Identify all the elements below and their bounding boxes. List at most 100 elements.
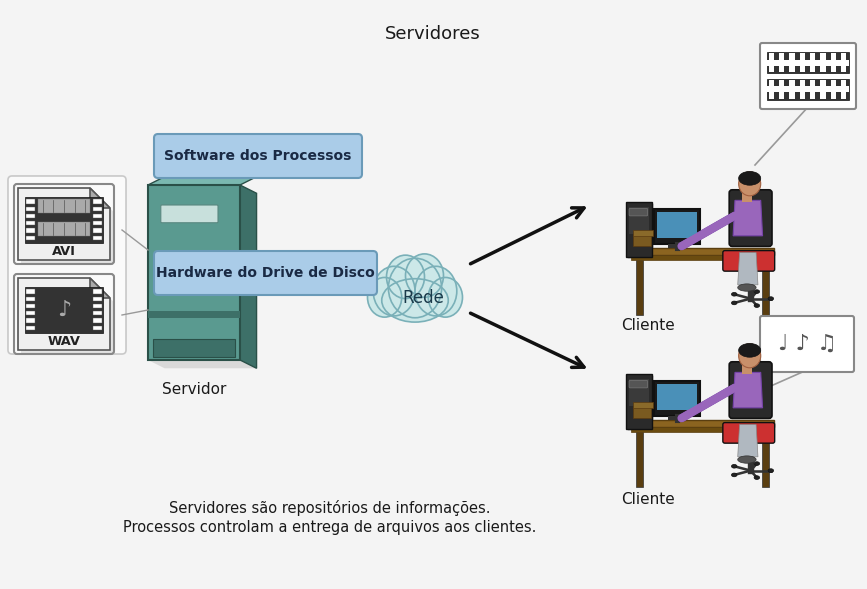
Bar bbox=[831, 54, 836, 61]
Bar bbox=[93, 221, 101, 226]
Ellipse shape bbox=[738, 456, 756, 463]
Polygon shape bbox=[18, 278, 110, 350]
Bar bbox=[26, 297, 36, 301]
Bar bbox=[668, 244, 686, 248]
FancyBboxPatch shape bbox=[8, 176, 126, 354]
Bar bbox=[26, 311, 36, 316]
FancyBboxPatch shape bbox=[629, 209, 648, 216]
Text: Rede: Rede bbox=[402, 289, 444, 307]
Bar bbox=[799, 54, 805, 61]
Bar bbox=[93, 207, 101, 211]
Bar bbox=[841, 80, 846, 87]
Bar bbox=[633, 230, 653, 236]
Ellipse shape bbox=[768, 297, 773, 300]
Bar bbox=[93, 236, 101, 240]
Bar bbox=[810, 91, 815, 98]
FancyBboxPatch shape bbox=[723, 250, 775, 271]
Text: Servidores: Servidores bbox=[385, 25, 481, 43]
Bar bbox=[93, 214, 101, 218]
Ellipse shape bbox=[739, 344, 760, 368]
Ellipse shape bbox=[415, 266, 457, 316]
Bar bbox=[636, 260, 643, 315]
Text: Software dos Processos: Software dos Processos bbox=[165, 149, 352, 163]
Bar bbox=[631, 256, 773, 260]
Ellipse shape bbox=[754, 304, 759, 307]
Bar bbox=[93, 200, 101, 204]
FancyBboxPatch shape bbox=[160, 205, 218, 223]
Polygon shape bbox=[733, 200, 763, 236]
Bar bbox=[820, 80, 825, 87]
Bar bbox=[779, 91, 784, 98]
Bar bbox=[820, 54, 825, 61]
FancyBboxPatch shape bbox=[626, 202, 652, 257]
Bar bbox=[742, 193, 752, 202]
Bar bbox=[25, 197, 102, 243]
Ellipse shape bbox=[732, 465, 737, 468]
Bar bbox=[769, 54, 774, 61]
Ellipse shape bbox=[732, 292, 737, 296]
FancyBboxPatch shape bbox=[729, 362, 772, 418]
Polygon shape bbox=[148, 360, 257, 368]
Bar bbox=[789, 91, 794, 98]
Polygon shape bbox=[738, 253, 758, 285]
Polygon shape bbox=[90, 188, 110, 209]
Bar bbox=[629, 204, 655, 259]
Ellipse shape bbox=[428, 277, 462, 317]
Bar bbox=[657, 212, 697, 238]
Text: Cliente: Cliente bbox=[621, 318, 675, 333]
Ellipse shape bbox=[406, 254, 444, 297]
Bar bbox=[93, 304, 101, 308]
Text: ♪: ♪ bbox=[57, 300, 71, 320]
FancyBboxPatch shape bbox=[760, 43, 856, 109]
Bar bbox=[148, 311, 240, 318]
Text: Processos controlam a entrega de arquivos aos clientes.: Processos controlam a entrega de arquivo… bbox=[123, 520, 537, 535]
Bar bbox=[810, 65, 815, 72]
Bar bbox=[93, 297, 101, 301]
Ellipse shape bbox=[373, 266, 415, 316]
Polygon shape bbox=[18, 188, 110, 260]
Text: Servidores são repositórios de informações.: Servidores são repositórios de informaçõ… bbox=[169, 500, 491, 516]
Text: WAV: WAV bbox=[48, 335, 81, 348]
FancyBboxPatch shape bbox=[629, 380, 648, 388]
Bar bbox=[26, 304, 36, 308]
Text: AVI: AVI bbox=[52, 245, 76, 258]
Ellipse shape bbox=[768, 469, 773, 472]
Bar bbox=[820, 65, 825, 72]
Bar bbox=[841, 65, 846, 72]
Ellipse shape bbox=[754, 290, 759, 293]
Bar bbox=[831, 65, 836, 72]
Bar bbox=[820, 91, 825, 98]
FancyBboxPatch shape bbox=[723, 422, 775, 443]
Bar bbox=[633, 235, 651, 246]
FancyBboxPatch shape bbox=[631, 420, 773, 428]
Bar bbox=[26, 207, 36, 211]
Ellipse shape bbox=[368, 277, 401, 317]
Bar bbox=[810, 54, 815, 61]
Text: Cliente: Cliente bbox=[621, 492, 675, 507]
Bar bbox=[657, 384, 697, 410]
Polygon shape bbox=[148, 177, 257, 185]
Bar bbox=[26, 319, 36, 323]
Polygon shape bbox=[90, 278, 110, 298]
Bar bbox=[766, 60, 850, 65]
Bar bbox=[38, 223, 90, 236]
Bar bbox=[26, 200, 36, 204]
Bar bbox=[26, 214, 36, 218]
FancyBboxPatch shape bbox=[631, 248, 773, 256]
Bar bbox=[93, 311, 101, 316]
Bar bbox=[779, 80, 784, 87]
FancyBboxPatch shape bbox=[760, 316, 854, 372]
Bar bbox=[841, 91, 846, 98]
Bar bbox=[93, 326, 101, 330]
Bar bbox=[799, 91, 805, 98]
FancyBboxPatch shape bbox=[654, 381, 700, 416]
Bar bbox=[629, 207, 649, 234]
Bar bbox=[810, 80, 815, 87]
Bar bbox=[668, 416, 686, 420]
Bar bbox=[629, 379, 649, 406]
Bar bbox=[633, 402, 653, 408]
Bar bbox=[769, 91, 774, 98]
Bar bbox=[636, 432, 643, 487]
Bar bbox=[766, 52, 850, 73]
Bar bbox=[26, 289, 36, 294]
